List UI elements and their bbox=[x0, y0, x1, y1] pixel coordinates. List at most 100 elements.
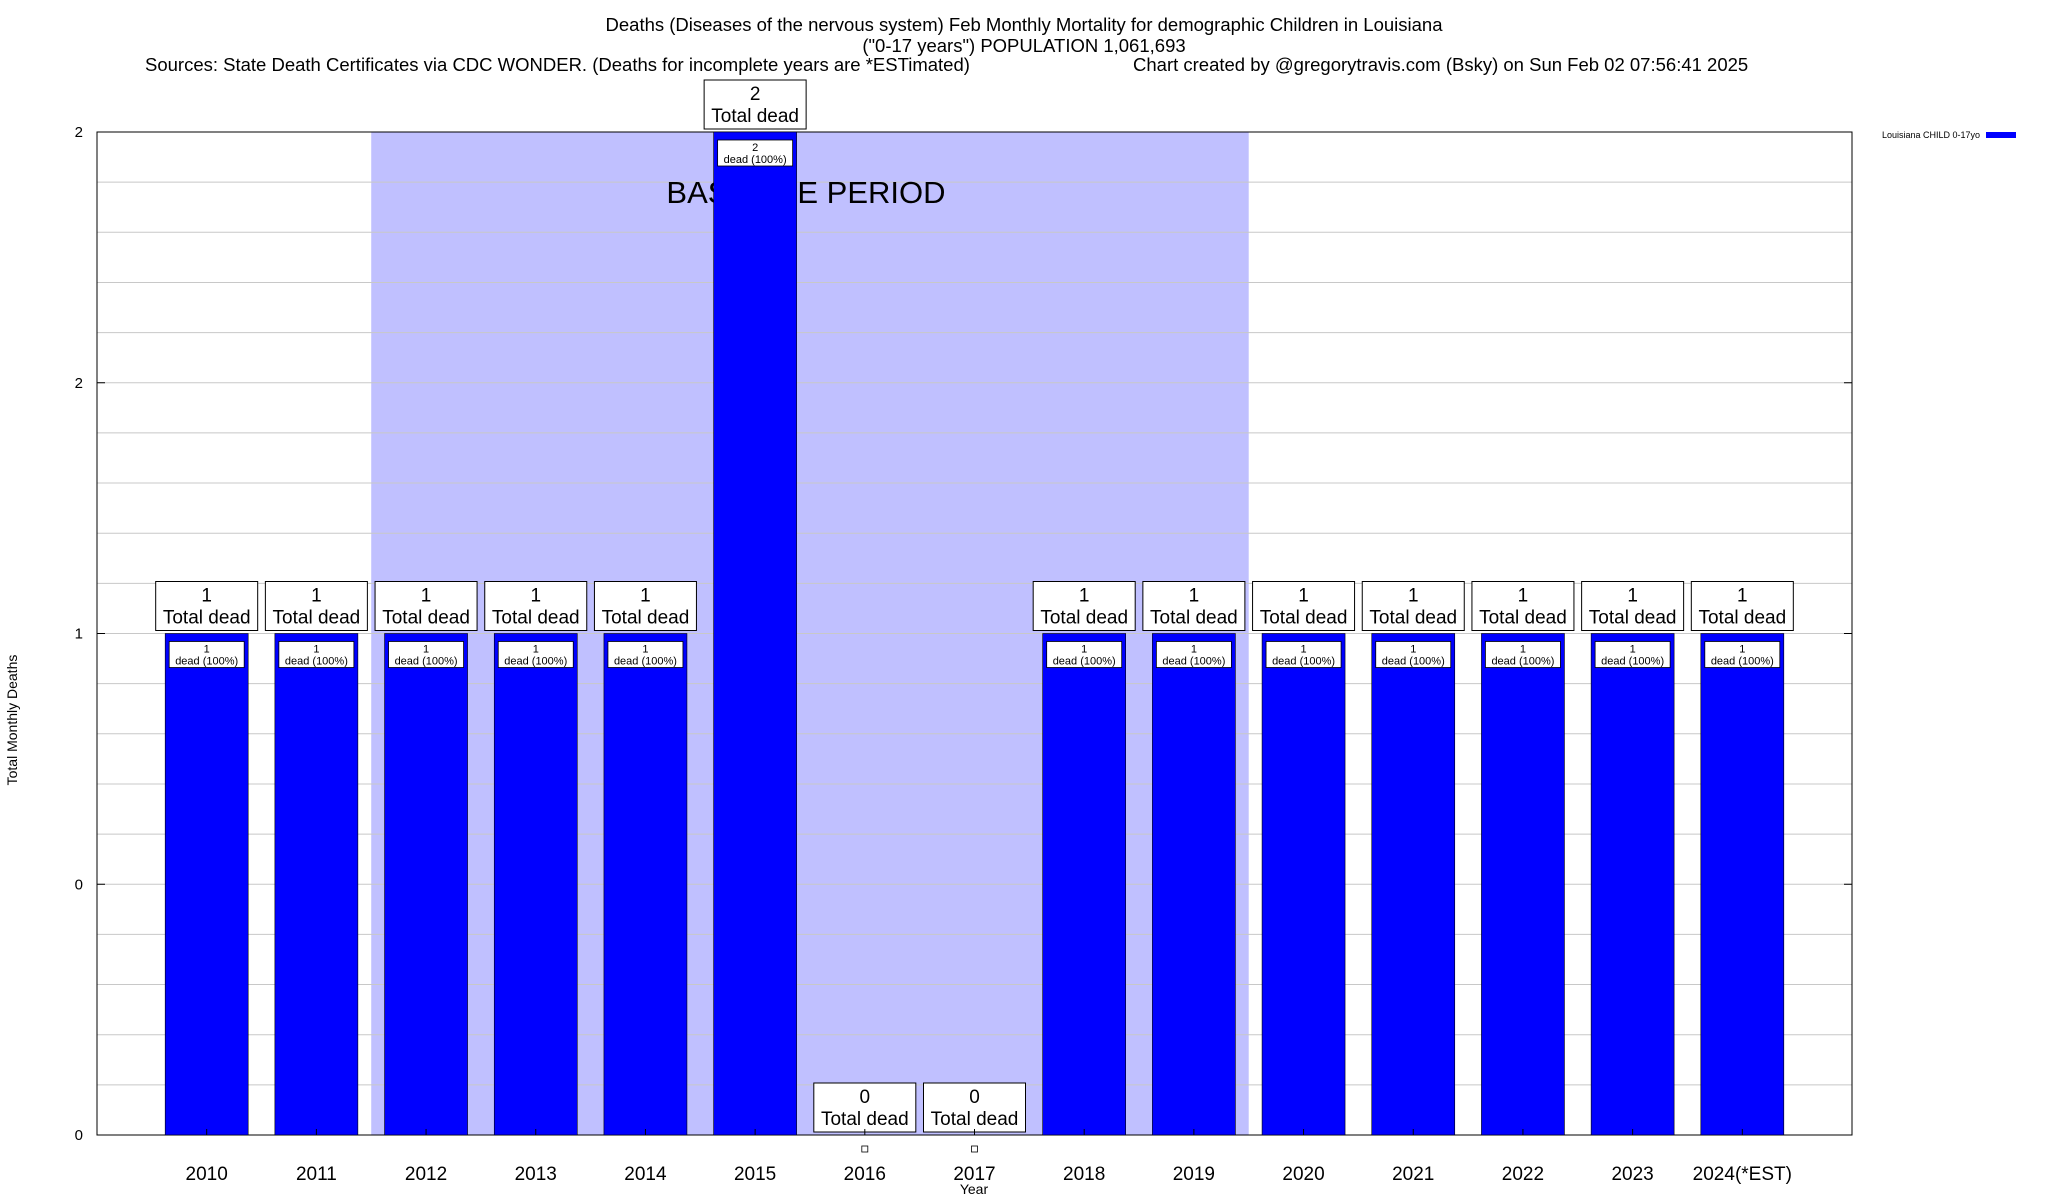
x-tick-label: 2010 bbox=[186, 1164, 228, 1185]
bar-inner-label-box bbox=[1704, 641, 1781, 668]
legend-swatch bbox=[1986, 132, 2017, 138]
bar-inner-label-count: 1 bbox=[1739, 644, 1745, 656]
bar-inner-label-count: 1 bbox=[1301, 644, 1307, 656]
total-label-count: 1 bbox=[421, 586, 432, 607]
total-label-count: 1 bbox=[1189, 586, 1200, 607]
baseline-period-label: BASELINE PERIOD bbox=[666, 175, 945, 210]
legend-label: Louisiana CHILD 0-17yo bbox=[1882, 130, 1981, 140]
bar-inner-label-text: dead (100%) bbox=[175, 656, 238, 668]
x-tick-label: 2015 bbox=[734, 1164, 776, 1185]
bar-inner-label-count: 1 bbox=[533, 644, 539, 656]
bar-inner-label-text: dead (100%) bbox=[1601, 656, 1664, 668]
total-label-count: 1 bbox=[640, 586, 651, 607]
bar-inner-label-text: dead (100%) bbox=[285, 656, 348, 668]
y-tick-label: 1 bbox=[75, 626, 83, 643]
bar-inner-label-box bbox=[388, 641, 464, 668]
total-label-count: 0 bbox=[860, 1087, 871, 1108]
x-tick-label: 2014 bbox=[624, 1164, 667, 1185]
total-label-text: Total dead bbox=[1150, 608, 1238, 629]
y-axis-label: Total Monthly Deaths bbox=[4, 654, 20, 786]
bar-inner-label-text: dead (100%) bbox=[1711, 656, 1774, 668]
x-tick-label: 2024(*EST) bbox=[1693, 1164, 1792, 1185]
y-tick-label: 2 bbox=[75, 124, 83, 141]
bar bbox=[713, 131, 797, 1136]
x-tick-label: 2019 bbox=[1173, 1164, 1215, 1185]
bar-inner-label-text: dead (100%) bbox=[395, 656, 458, 668]
total-label-text: Total dead bbox=[931, 1109, 1019, 1130]
bar-inner-label-text: dead (100%) bbox=[1053, 656, 1116, 668]
bar-inner-label-count: 1 bbox=[313, 644, 319, 656]
chart-subtitle: ("0-17 years") POPULATION 1,061,693 bbox=[862, 35, 1186, 56]
total-label-count: 1 bbox=[1518, 586, 1529, 607]
y-tick-label: 0 bbox=[75, 1127, 83, 1144]
zero-marker bbox=[861, 1145, 869, 1153]
x-axis-label: Year bbox=[959, 1181, 989, 1197]
total-label-count: 1 bbox=[530, 586, 541, 607]
bar-inner-label-count: 1 bbox=[1410, 644, 1416, 656]
bar-inner-label-box bbox=[717, 139, 794, 167]
bar-inner-label-count: 1 bbox=[1081, 644, 1087, 656]
total-label-text: Total dead bbox=[1479, 608, 1567, 629]
zero-marker bbox=[971, 1145, 978, 1153]
x-tick-label: 2018 bbox=[1063, 1164, 1105, 1185]
chart-title: Deaths (Diseases of the nervous system) … bbox=[605, 14, 1443, 35]
bar-inner-label-count: 1 bbox=[1520, 644, 1526, 656]
bar-inner-label-box bbox=[1265, 641, 1342, 668]
chart-title-block: Deaths (Diseases of the nervous system) … bbox=[0, 14, 2048, 56]
total-label-box bbox=[1361, 581, 1465, 631]
bar bbox=[493, 633, 578, 1136]
total-label-box bbox=[1252, 581, 1356, 631]
total-label-box bbox=[484, 581, 588, 631]
bar-inner-label-text: dead (100%) bbox=[1491, 656, 1554, 668]
bar-inner-label-box bbox=[1155, 641, 1232, 668]
bar-inner-label-text: dead (100%) bbox=[1382, 656, 1445, 668]
bar-inner-label-box bbox=[278, 641, 355, 668]
bar bbox=[1700, 633, 1785, 1136]
sources-note: Sources: State Death Certificates via CD… bbox=[145, 54, 970, 75]
y-tick-label: 0 bbox=[75, 876, 83, 893]
bar bbox=[384, 633, 468, 1136]
total-label-box bbox=[1032, 581, 1136, 631]
total-label-box bbox=[155, 581, 259, 631]
total-label-box bbox=[1471, 581, 1575, 631]
total-label-box bbox=[703, 79, 807, 130]
x-tick-label: 2012 bbox=[405, 1164, 447, 1185]
bar bbox=[1371, 633, 1456, 1136]
bar bbox=[1590, 633, 1675, 1136]
total-label-text: Total dead bbox=[1260, 608, 1348, 629]
total-label-text: Total dead bbox=[821, 1109, 909, 1130]
total-label-text: Total dead bbox=[382, 608, 470, 629]
bar bbox=[274, 633, 359, 1136]
total-label-text: Total dead bbox=[163, 608, 251, 629]
x-tick-label: 2022 bbox=[1502, 1164, 1544, 1185]
legend: Louisiana CHILD 0-17yo bbox=[1882, 130, 2017, 140]
x-tick-label: 2016 bbox=[844, 1164, 886, 1185]
bar bbox=[1481, 633, 1565, 1136]
bar-inner-label-count: 1 bbox=[642, 644, 648, 656]
total-label-text: Total dead bbox=[1589, 608, 1677, 629]
bar-inner-label-text: dead (100%) bbox=[1162, 656, 1225, 668]
x-tick-label: 2020 bbox=[1282, 1164, 1324, 1185]
total-label-box bbox=[1581, 581, 1685, 631]
total-label-count: 1 bbox=[1079, 586, 1090, 607]
total-label-count: 2 bbox=[750, 84, 761, 105]
total-label-box bbox=[1142, 581, 1246, 631]
total-label-count: 1 bbox=[311, 586, 322, 607]
bar-inner-label-count: 1 bbox=[1191, 644, 1197, 656]
total-label-box bbox=[813, 1082, 917, 1133]
bar-inner-label-text: dead (100%) bbox=[724, 154, 787, 166]
bar bbox=[603, 633, 688, 1136]
bar-inner-label-box bbox=[497, 641, 574, 668]
total-label-text: Total dead bbox=[602, 608, 690, 629]
x-tick-label: 2017 bbox=[953, 1164, 995, 1185]
total-label-text: Total dead bbox=[492, 608, 580, 629]
total-label-count: 0 bbox=[969, 1087, 980, 1108]
total-label-text: Total dead bbox=[273, 608, 361, 629]
bar bbox=[1261, 633, 1346, 1136]
bar-inner-label-count: 2 bbox=[752, 142, 758, 154]
credit-note: Chart created by @gregorytravis.com (Bsk… bbox=[1133, 54, 1749, 75]
x-tick-label: 2023 bbox=[1611, 1164, 1653, 1185]
bar bbox=[1152, 633, 1236, 1136]
total-label-count: 1 bbox=[1737, 586, 1748, 607]
